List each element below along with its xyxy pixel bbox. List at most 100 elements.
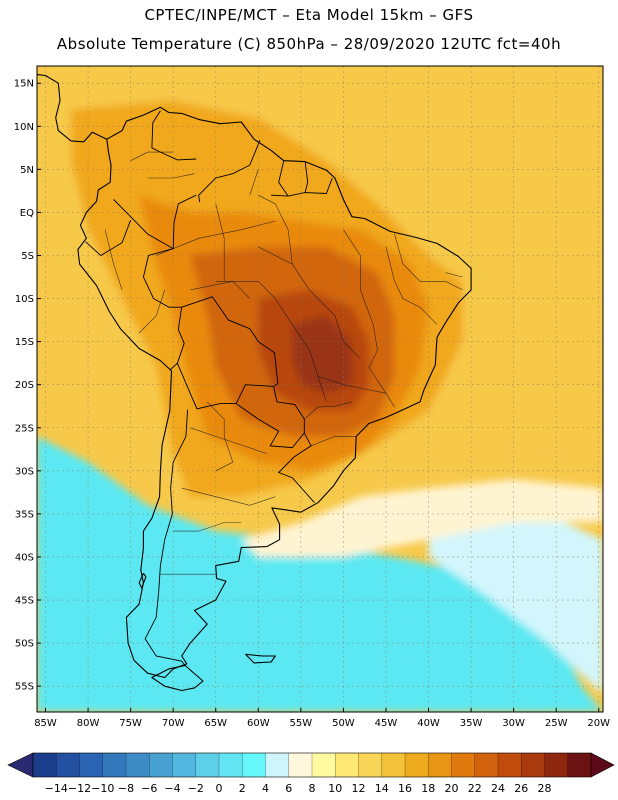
lat-tick-label: 30S bbox=[15, 466, 34, 477]
lon-tick-label: 40W bbox=[417, 718, 440, 729]
colorbar-label: 4 bbox=[262, 782, 269, 795]
plot-frame bbox=[36, 65, 604, 713]
colorbar-swatch bbox=[521, 753, 545, 777]
colorbar-label: −10 bbox=[91, 782, 114, 795]
colorbar-swatch bbox=[195, 753, 220, 777]
country-border bbox=[278, 160, 289, 197]
country-border bbox=[176, 363, 274, 410]
lon-tick-label: 85W bbox=[34, 718, 57, 729]
colorbar-label: 0 bbox=[216, 782, 223, 795]
lon-tick-label: 75W bbox=[119, 718, 142, 729]
colorbar-swatch bbox=[358, 753, 383, 777]
colorbar-label: 24 bbox=[491, 782, 505, 795]
state-boundary bbox=[343, 229, 395, 408]
colorbar-label: 16 bbox=[398, 782, 412, 795]
state-boundary bbox=[445, 272, 463, 278]
colorbar-swatch bbox=[381, 753, 406, 777]
colorbar-swatch bbox=[544, 753, 569, 777]
colorbar-label: −2 bbox=[188, 782, 204, 795]
colorbar-label: −8 bbox=[118, 782, 134, 795]
state-boundary bbox=[190, 280, 251, 299]
country-border bbox=[85, 220, 132, 257]
lat-tick-label: 15S bbox=[15, 337, 34, 348]
lat-tick-label: 35S bbox=[15, 509, 34, 520]
colorbar-label: 22 bbox=[468, 782, 482, 795]
coastline bbox=[37, 74, 108, 143]
lat-tick-label: 40S bbox=[15, 552, 34, 563]
country-border bbox=[151, 110, 197, 161]
state-boundary bbox=[104, 229, 123, 290]
colorbar-swatch bbox=[56, 753, 80, 777]
state-boundary bbox=[215, 203, 225, 282]
state-boundary bbox=[138, 289, 165, 334]
coastline bbox=[151, 664, 204, 692]
lat-tick-label: 5N bbox=[20, 165, 34, 176]
lon-tick-label: 65W bbox=[204, 718, 227, 729]
colorbar-swatch bbox=[219, 753, 243, 777]
lat-tick-label: 10N bbox=[14, 122, 34, 133]
lat-tick-label: 25S bbox=[15, 423, 34, 434]
colorbar-swatch bbox=[288, 753, 313, 777]
coastlines-and-borders bbox=[37, 74, 472, 692]
lat-tick-label: 15N bbox=[14, 79, 34, 90]
country-border bbox=[277, 432, 315, 503]
state-boundary bbox=[258, 246, 361, 360]
state-boundary bbox=[181, 487, 276, 506]
state-boundary bbox=[249, 169, 259, 196]
state-boundary bbox=[310, 436, 357, 447]
colorbar-swatch bbox=[149, 753, 173, 777]
field-zone-pale-cyan bbox=[428, 496, 603, 695]
colorbar-swatch bbox=[242, 753, 266, 777]
colorbar-swatch bbox=[79, 753, 104, 777]
colorbar-label: 14 bbox=[375, 782, 389, 795]
temperature-field bbox=[37, 66, 603, 712]
state-boundary bbox=[147, 173, 195, 179]
state-boundary bbox=[173, 522, 242, 532]
state-boundary bbox=[258, 194, 293, 265]
country-border bbox=[304, 161, 309, 193]
coastline bbox=[245, 653, 276, 664]
lon-tick-label: 70W bbox=[162, 718, 185, 729]
colorbar-swatch bbox=[33, 753, 57, 777]
state-boundary bbox=[130, 151, 174, 161]
colorbar-label: 10 bbox=[328, 782, 342, 795]
state-boundary bbox=[304, 401, 352, 420]
colorbar-low-arrow bbox=[7, 752, 34, 778]
country-border bbox=[144, 409, 189, 666]
colorbar-swatch bbox=[474, 753, 499, 777]
state-boundary bbox=[190, 427, 267, 454]
colorbar-swatch bbox=[312, 753, 336, 777]
lon-tick-label: 20W bbox=[587, 718, 610, 729]
lon-tick-label: 25W bbox=[545, 718, 568, 729]
colorbar-label: 28 bbox=[538, 782, 552, 795]
state-boundary bbox=[394, 233, 463, 291]
colorbar-swatch bbox=[265, 753, 290, 777]
lon-tick-label: 55W bbox=[290, 718, 313, 729]
colorbar: −14 −12 −10 −8 −6 −4 −2 0 2 4 6 8 10 12 14 16 18 20 22 24 26… bbox=[7, 752, 615, 795]
colorbar-label: 8 bbox=[309, 782, 316, 795]
lon-tick-label: 80W bbox=[77, 718, 100, 729]
coastline bbox=[138, 572, 147, 589]
colorbar-frame bbox=[32, 752, 592, 778]
axis-ticks: 15N 10N 5N EQ 5S 10S 15S 20S 25S 30S 35S 40S 45S 50S 5… bbox=[14, 79, 610, 729]
state-boundary bbox=[206, 401, 234, 472]
chart-title-line-1: CPTEC/INPE/MCT – Eta Model 15km – GFS bbox=[144, 6, 474, 24]
lon-tick-label: 45W bbox=[375, 718, 398, 729]
field-zone-cream bbox=[241, 479, 603, 557]
lat-tick-label: 20S bbox=[15, 380, 34, 391]
coastline bbox=[77, 106, 472, 679]
colorbar-swatch bbox=[567, 753, 592, 777]
country-border bbox=[181, 296, 279, 387]
field-zones bbox=[37, 66, 603, 712]
colorbar-label: −12 bbox=[68, 782, 91, 795]
lat-tick-label: 10S bbox=[15, 294, 34, 305]
lat-tick-label: 5S bbox=[21, 251, 34, 262]
colorbar-swatch bbox=[451, 753, 476, 777]
lat-tick-label: 45S bbox=[15, 596, 34, 607]
colorbar-swatch bbox=[126, 753, 150, 777]
country-border bbox=[142, 248, 185, 371]
colorbar-label: −14 bbox=[45, 782, 68, 795]
lon-tick-label: 35W bbox=[460, 718, 483, 729]
colorbar-label: 18 bbox=[421, 782, 435, 795]
lon-tick-label: 50W bbox=[332, 718, 355, 729]
